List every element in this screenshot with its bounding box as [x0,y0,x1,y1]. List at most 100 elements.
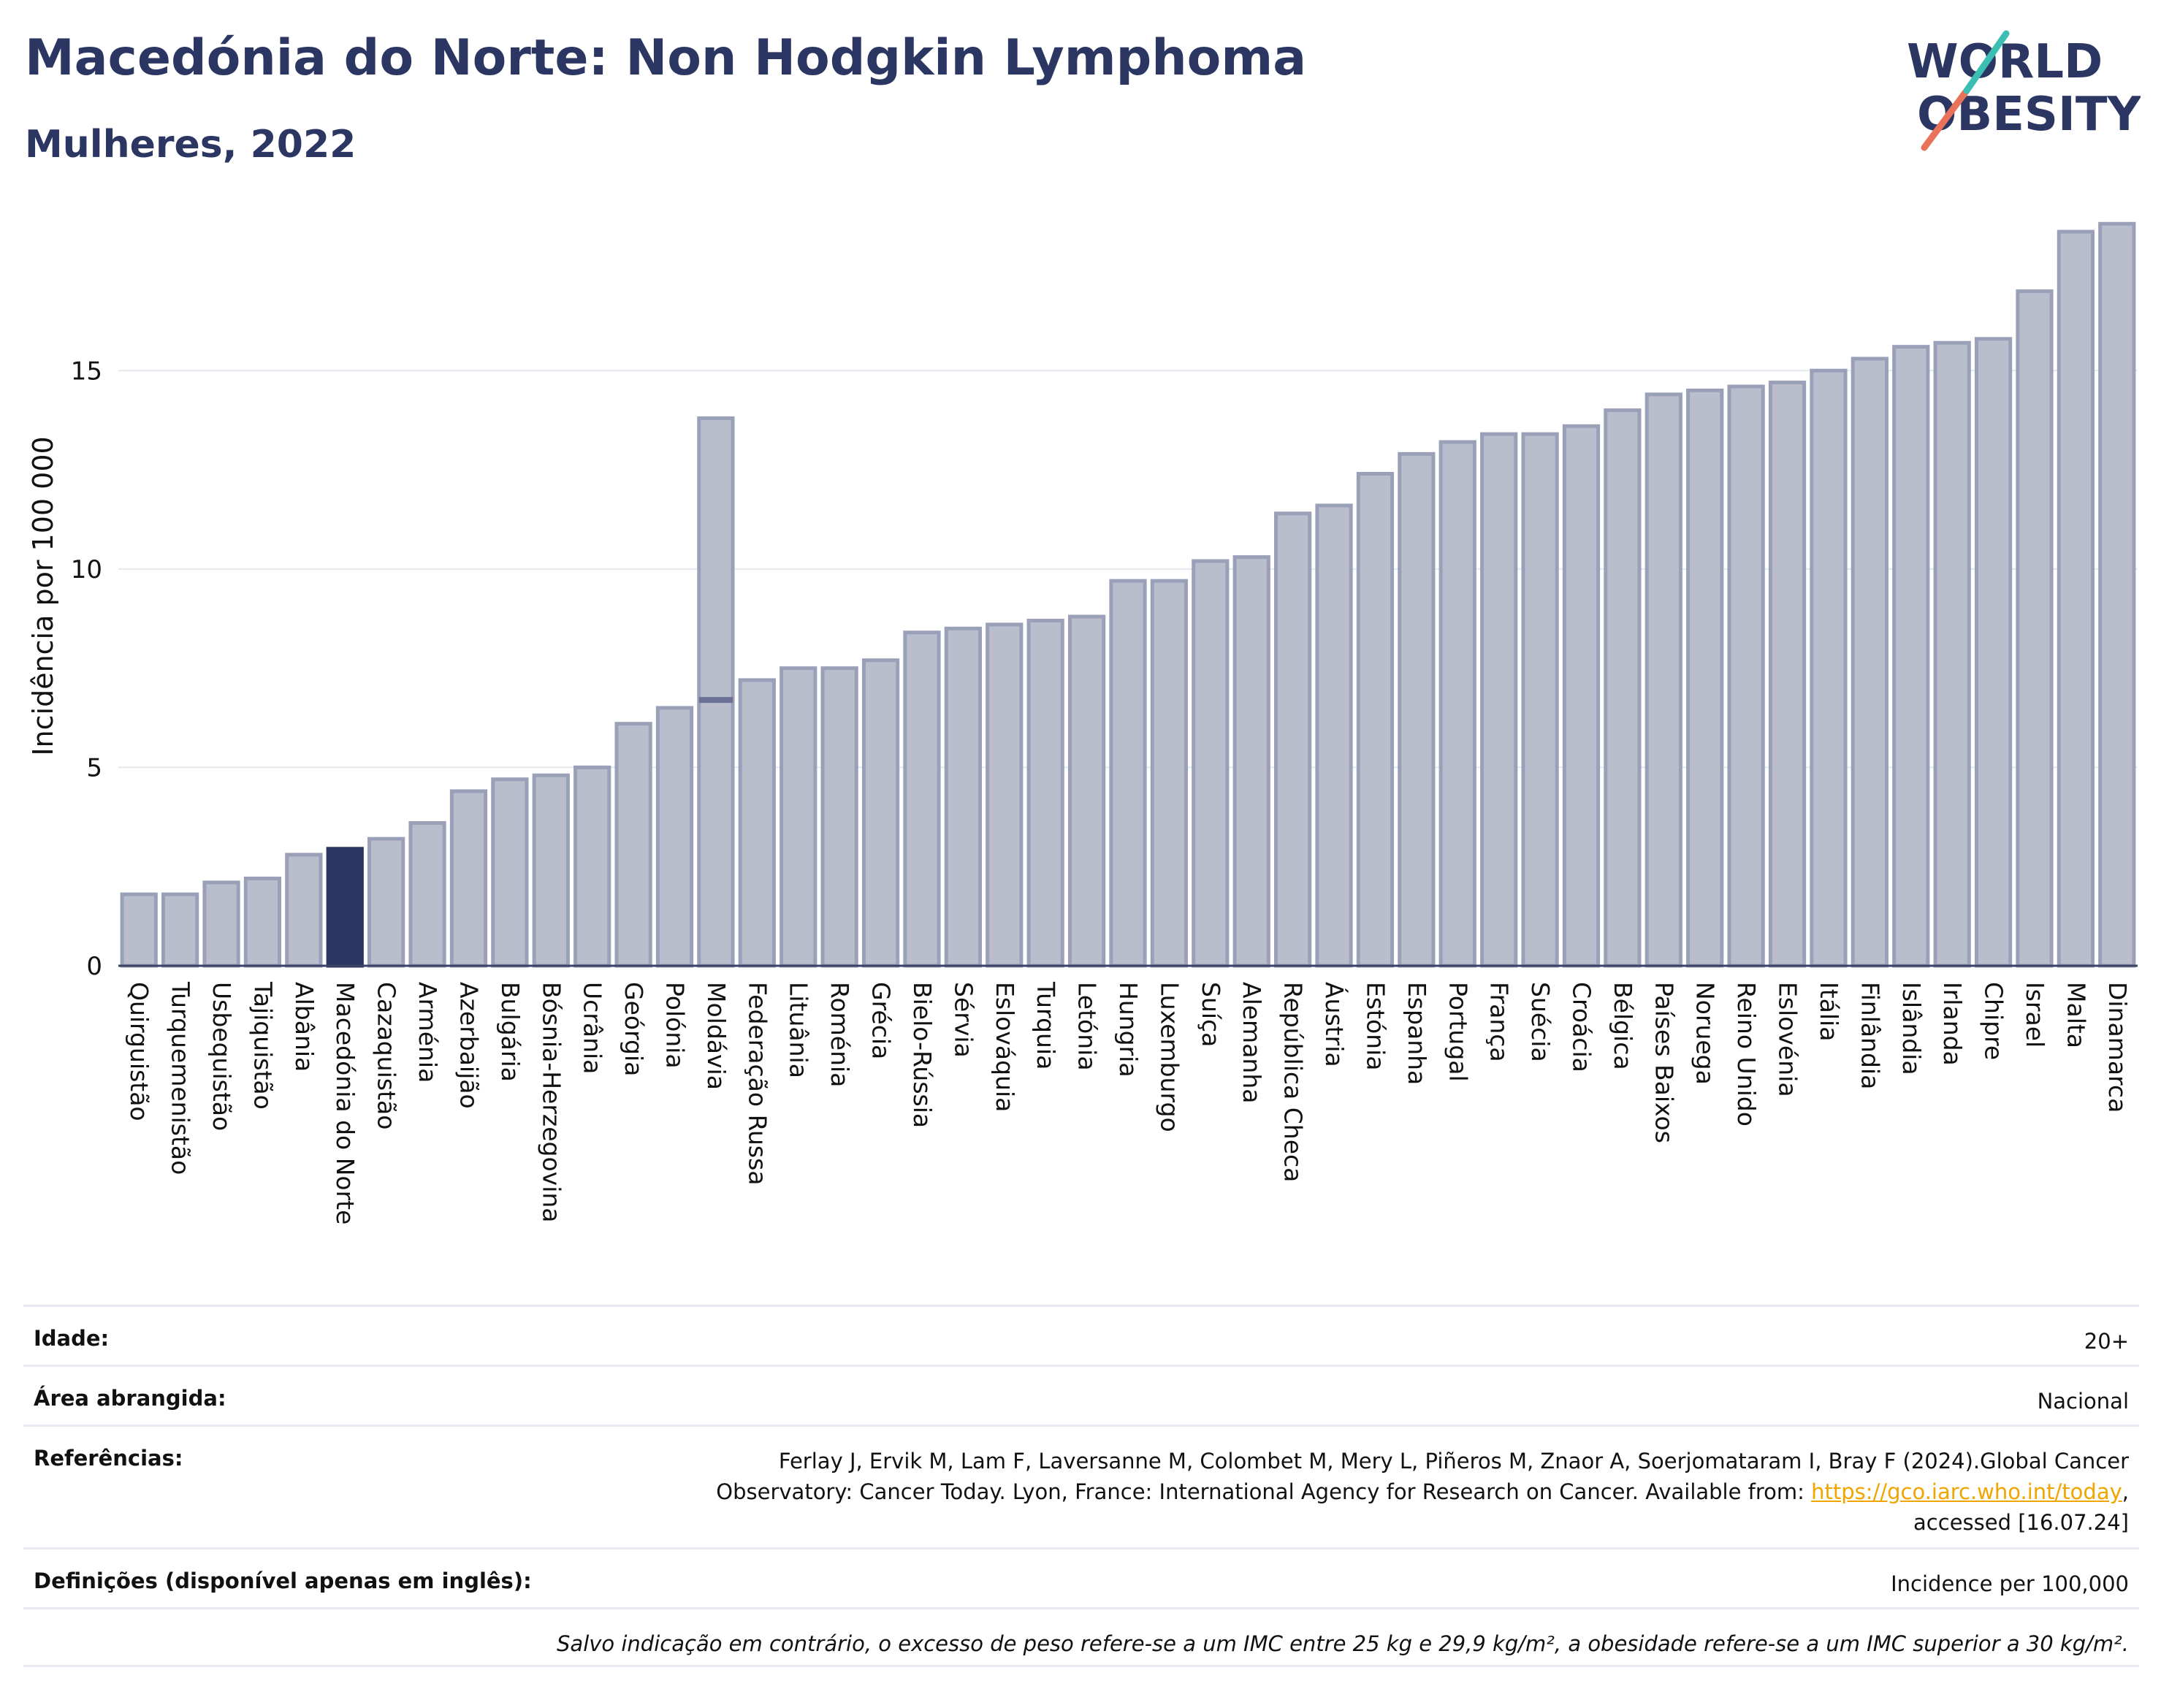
x-tick-label: Bósnia-Herzegovina [537,982,565,1223]
y-tick-label: 0 [86,952,102,981]
bar [944,626,982,968]
bar [1644,392,1682,968]
bar [1686,388,1724,968]
bar [532,773,570,968]
x-tick-label: Cazaquistão [373,982,401,1129]
references-line3: accessed [16.07.24] [1913,1510,2129,1536]
x-tick-label: Malta [2062,982,2090,1048]
bar [614,722,652,968]
x-tick-label: Suécia [1526,982,1555,1062]
bar [1315,503,1353,968]
y-axis-label: Incidência por 100 000 [27,436,59,755]
bar [1810,368,1848,968]
x-tick-label: Israel [2021,982,2049,1048]
x-tick-label: Irlanda [1938,982,1967,1066]
references-line2: Observatory: Cancer Today. Lyon, France:… [716,1479,1812,1505]
bar [491,777,529,968]
x-tick-label: Islândia [1897,982,1926,1075]
x-tick-label: Turquia [1032,981,1060,1070]
x-tick-label: Usbequistão [207,982,236,1131]
y-tick-label: 5 [86,753,102,782]
bar [1109,579,1147,968]
definitions-label: Definições (disponível apenas em inglês)… [34,1568,532,1593]
bar [655,706,694,968]
bar [120,892,158,968]
bar [367,836,405,968]
x-tick-label: Albânia [290,982,319,1072]
info-row-references: Referências: Ferlay J, Ervik M, Lam F, L… [23,1425,2139,1547]
age-value: 20+ [2084,1329,2129,1354]
references-label: Referências: [34,1446,183,1471]
logo-line2: OBESITY [1917,88,2141,142]
bar [1562,424,1601,968]
bar [1438,440,1476,968]
x-tick-label: Reino Unido [1732,982,1761,1126]
x-tick-label: Turquemenistão [167,981,195,1175]
bar [2016,289,2054,968]
x-tick-label: Alemanha [1238,982,1266,1103]
page-subtitle: Mulheres, 2022 [25,123,357,167]
bar [1480,432,1518,968]
area-value: Nacional [2037,1389,2129,1414]
references-value: Ferlay J, Ervik M, Lam F, Laversanne M, … [716,1446,2129,1538]
x-tick-label: Letónia [1073,982,1102,1071]
bar [285,853,323,968]
x-tick-label: Chipre [1980,982,2008,1060]
bar [1150,579,1189,968]
bar [2098,221,2136,968]
x-tick-label: Bulgária [496,982,525,1082]
x-tick-label: Tajiquistão [248,981,277,1110]
x-tick-label: Noruega [1691,982,1720,1085]
logo-slash-teal [1963,30,2010,94]
bar [449,789,488,968]
x-tick-label: Moldávia [702,982,731,1090]
x-tick-label: Macedónia do Norte [331,982,359,1224]
x-tick-label: Bielo-Rússia [908,982,937,1128]
x-tick-label: Estónia [1361,982,1390,1070]
area-label: Área abrangida: [34,1386,226,1411]
x-tick-label: Hungria [1114,982,1143,1078]
x-tick-label: Itália [1815,982,1843,1041]
bar [243,877,282,968]
x-tick-label: Portugal [1444,982,1472,1082]
x-tick-label: Quirguistão [125,982,153,1121]
x-tick-label: Países Baixos [1650,982,1678,1143]
references-line1: Ferlay J, Ervik M, Lam F, Laversanne M, … [778,1449,2129,1473]
world-obesity-logo[interactable]: WORLD OBESITY [1907,29,2141,153]
bar [1274,511,1312,968]
x-tick-label: Roménia [826,982,854,1087]
x-tick-label: Geórgia [620,982,648,1076]
x-tick-label: Suíça [1197,982,1225,1047]
bar [2057,229,2095,968]
y-tick-label: 10 [71,555,102,584]
x-tick-label: Azerbaijão [454,982,483,1109]
bar [1974,337,2013,968]
bar [820,666,858,968]
info-row-note: Salvo indicação em contrário, o excesso … [23,1607,2139,1667]
x-tick-label: Luxemburgo [1155,982,1184,1132]
info-row-age: Idade: 20+ [23,1305,2139,1365]
bar [1768,381,1807,968]
bar [1892,345,1930,968]
x-tick-label: Bélgica [1609,982,1637,1070]
bar [161,892,199,968]
x-tick-label: Espanha [1403,982,1431,1085]
x-tick-label: Finlândia [1856,982,1884,1089]
info-row-area: Área abrangida: Nacional [23,1365,2139,1425]
bar-chart: 0 5 10 15 Incidência por 100 000 Quirguistão T… [27,221,2138,1224]
x-tick-label: República Checa [1279,982,1308,1182]
bar [1851,357,1889,968]
bar [1521,432,1559,968]
y-tick-label: 15 [71,357,102,386]
definitions-value: Incidence per 100,000 [1891,1571,2129,1596]
references-link[interactable]: https://gco.iarc.who.int/today [1811,1479,2122,1505]
x-tick-label: Arménia [413,982,442,1083]
logo-slash-red [1921,87,1970,151]
bar [1232,555,1270,968]
x-tick-label: Lituânia [785,982,813,1078]
x-tick-label: Eslováquia [991,982,1019,1112]
bar [1727,384,1765,968]
x-tick-label: Federação Russa [743,982,771,1186]
bar [1398,451,1436,968]
bar [986,622,1024,968]
